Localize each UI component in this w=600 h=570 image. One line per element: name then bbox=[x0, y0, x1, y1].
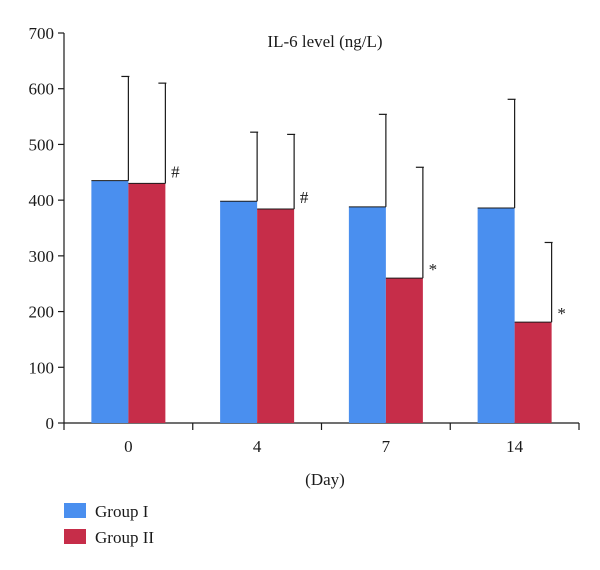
x-tick-label: 4 bbox=[253, 437, 262, 456]
bar-group-ii-day-7 bbox=[385, 278, 423, 423]
significance-hash: # bbox=[171, 162, 180, 181]
chart-title: IL-6 level (ng/L) bbox=[267, 32, 382, 51]
bar-group-i-day-14 bbox=[477, 207, 515, 423]
significance-marks: # # * * bbox=[171, 162, 566, 323]
y-tick-label: 300 bbox=[29, 247, 55, 266]
bar-group-ii-day-14 bbox=[514, 322, 552, 423]
x-tick-label: 7 bbox=[382, 437, 391, 456]
significance-hash: # bbox=[300, 188, 309, 207]
error-bars bbox=[121, 75, 553, 323]
legend-label: Group I bbox=[95, 502, 149, 521]
y-axis: 0 100 200 300 400 500 600 700 bbox=[29, 24, 65, 433]
legend-swatch-group-ii bbox=[64, 529, 86, 544]
y-tick-label: 200 bbox=[29, 303, 55, 322]
x-axis-label: (Day) bbox=[305, 470, 345, 489]
y-tick-label: 700 bbox=[29, 24, 55, 43]
legend-label: Group II bbox=[95, 528, 154, 547]
x-tick-label: 0 bbox=[124, 437, 133, 456]
y-tick-label: 500 bbox=[29, 135, 55, 154]
x-axis: 0 4 7 14 bbox=[63, 422, 580, 456]
bar-group-i-day-4 bbox=[220, 201, 258, 423]
y-tick-label: 100 bbox=[29, 358, 55, 377]
bar-group-ii-day-4 bbox=[257, 209, 295, 423]
significance-star: * bbox=[429, 260, 438, 279]
legend: Group I Group II bbox=[64, 502, 154, 547]
y-tick-label: 400 bbox=[29, 191, 55, 210]
significance-star: * bbox=[557, 304, 566, 323]
bar-group-i-day-0 bbox=[91, 180, 129, 423]
y-tick-label: 600 bbox=[29, 80, 55, 99]
bars bbox=[91, 180, 552, 423]
y-tick-label: 0 bbox=[46, 414, 55, 433]
bar-group-ii-day-0 bbox=[128, 183, 166, 423]
bar-group-i-day-7 bbox=[348, 206, 386, 423]
x-tick-label: 14 bbox=[506, 437, 524, 456]
legend-swatch-group-i bbox=[64, 503, 86, 518]
